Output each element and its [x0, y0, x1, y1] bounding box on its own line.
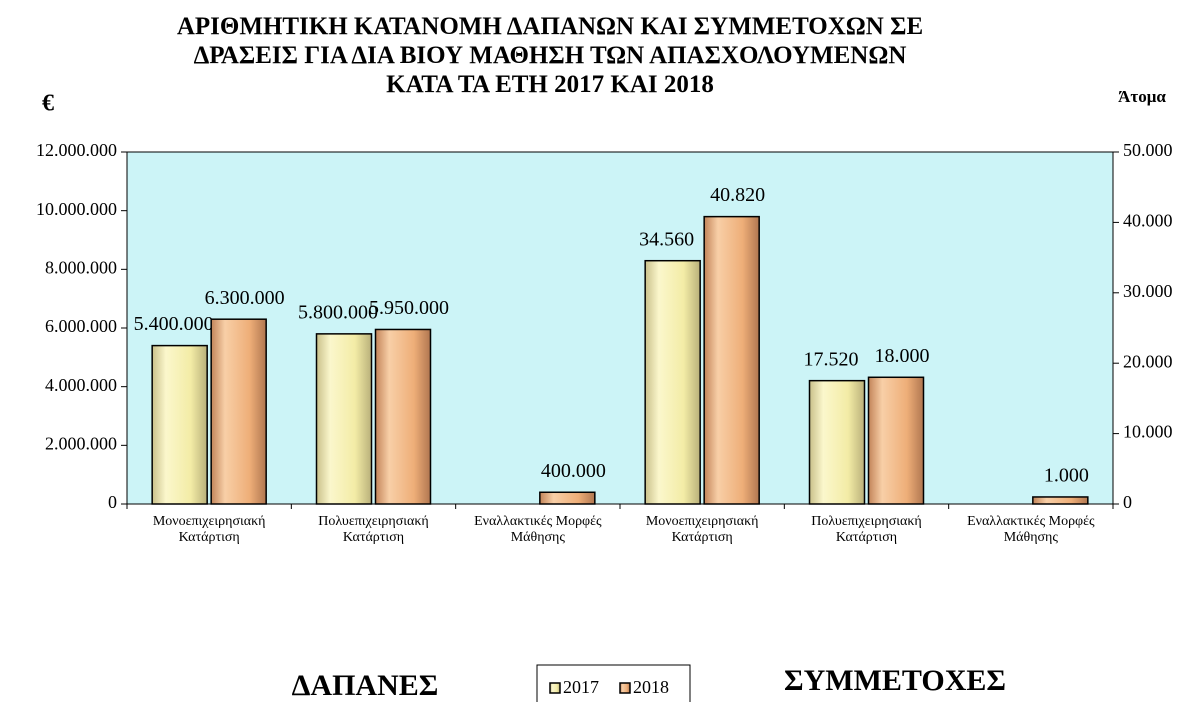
title-box: ΑΡΙΘΜΗΤΙΚΗ ΚΑΤΑΝΟΜΗ ΔΑΠΑΝΩΝ ΚΑΙ ΣΥΜΜΕΤΟΧ…	[176, 13, 924, 98]
y-tick-label: 6.000.000	[45, 316, 117, 336]
bar	[703, 215, 760, 505]
y2-tick-label: 50.000	[1123, 140, 1173, 160]
y-tick-label: 12.000.000	[36, 140, 117, 160]
value-label: 5.950.000	[369, 297, 449, 319]
bar	[374, 328, 432, 505]
y-tick-label: 10.000.000	[36, 199, 117, 219]
x-label-box: Μονοεπιχειρησιακή Κατάρτιση	[152, 514, 266, 545]
bar	[644, 259, 701, 505]
value-label: 1.000	[1044, 465, 1089, 487]
x-label-box: Πολυεπιχειρησιακή Κατάρτιση	[318, 514, 429, 545]
y-tick-label: 8.000.000	[45, 257, 117, 277]
legend-label: 2018	[633, 677, 669, 697]
value-label: 5.400.000	[134, 313, 214, 335]
y2-tick-label: 40.000	[1123, 211, 1173, 231]
y-tick-label: 0	[108, 492, 117, 512]
annotation: ΣΥΜΜΕΤΟΧΕΣ	[784, 664, 1006, 697]
bar	[210, 318, 267, 505]
x-label-box: Μονοεπιχειρησιακή Κατάρτιση	[645, 514, 759, 545]
bar	[151, 344, 208, 505]
value-label: 40.820	[710, 184, 765, 206]
y-tick-label: 2.000.000	[45, 433, 117, 453]
value-label: 18.000	[875, 345, 930, 367]
legend-swatch	[549, 682, 561, 694]
y-tick-label: 4.000.000	[45, 375, 117, 395]
x-label-box: Εναλλακτικές Μορφές Μάθησης	[967, 514, 1095, 545]
plot-area	[126, 151, 1114, 505]
x-tick-label: Εναλλακτικές Μορφές Μάθησης	[967, 514, 1095, 545]
y2-tick-label: 0	[1123, 492, 1132, 512]
value-label: 5.800.000	[298, 301, 378, 323]
bar	[867, 376, 925, 505]
y2-tick-label: 20.000	[1123, 351, 1173, 371]
value-label: 34.560	[639, 228, 694, 250]
legend-swatch	[619, 682, 631, 694]
x-tick-label: Πολυεπιχειρησιακή Κατάρτιση	[318, 514, 429, 545]
bar	[539, 491, 596, 505]
x-tick-label: Εναλλακτικές Μορφές Μάθησης	[474, 514, 602, 545]
x-tick-label: Μονοεπιχειρησιακή Κατάρτιση	[645, 514, 759, 545]
x-tick-label: Πολυεπιχειρησιακή Κατάρτιση	[811, 514, 922, 545]
annotation: ΔΑΠΑΝΕΣ	[292, 669, 439, 702]
bar	[808, 379, 866, 505]
y-axis-label: €	[42, 91, 54, 117]
bar	[315, 333, 373, 505]
legend-box	[536, 664, 691, 702]
value-label: 17.520	[804, 348, 859, 370]
y2-tick-label: 30.000	[1123, 281, 1173, 301]
x-label-box: Πολυεπιχειρησιακή Κατάρτιση	[811, 514, 922, 545]
x-label-box: Εναλλακτικές Μορφές Μάθησης	[474, 514, 602, 545]
value-label: 400.000	[541, 460, 606, 482]
x-tick-label: Μονοεπιχειρησιακή Κατάρτιση	[152, 514, 266, 545]
chart-title: ΑΡΙΘΜΗΤΙΚΗ ΚΑΤΑΝΟΜΗ ΔΑΠΑΝΩΝ ΚΑΙ ΣΥΜΜΕΤΟΧ…	[176, 13, 924, 98]
bar	[1032, 496, 1089, 505]
y2-axis-label: Άτομα	[1118, 87, 1166, 106]
legend-label: 2017	[563, 677, 599, 697]
value-label: 6.300.000	[205, 287, 285, 309]
y2-tick-label: 10.000	[1123, 422, 1173, 442]
